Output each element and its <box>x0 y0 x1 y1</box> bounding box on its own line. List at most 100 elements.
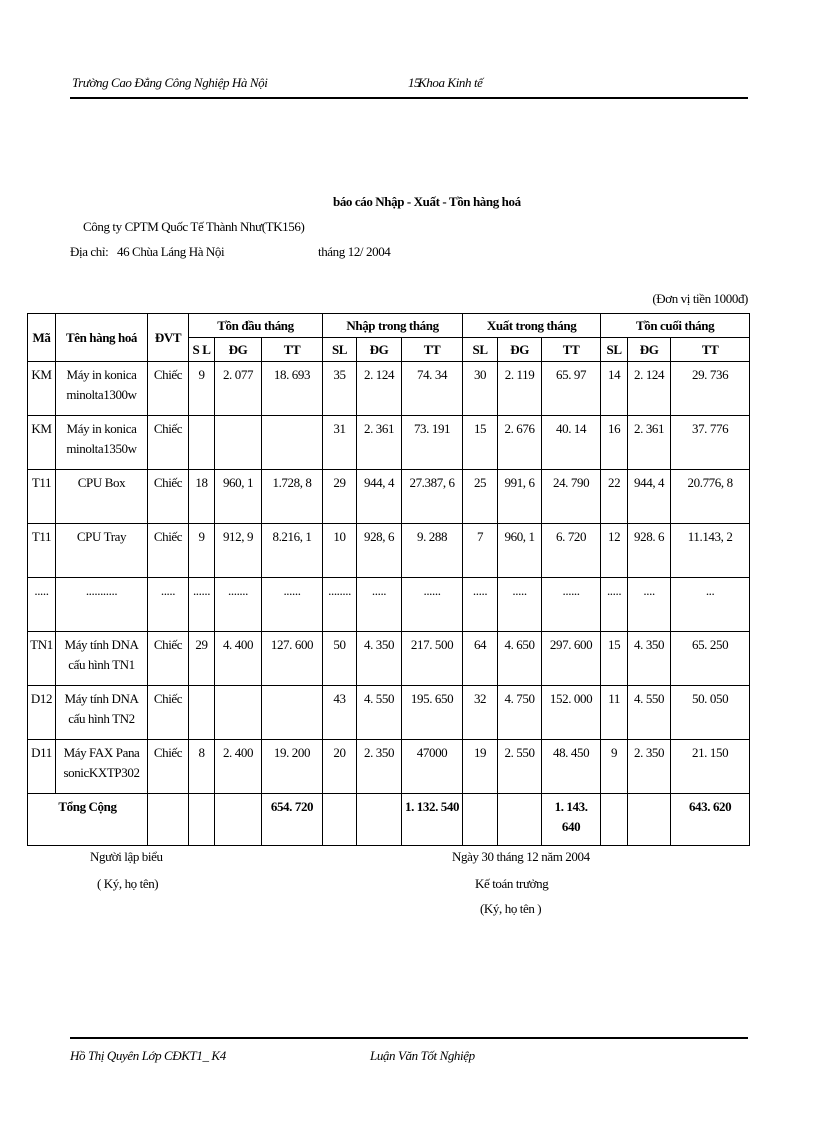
cell: 65. 97 <box>541 361 602 416</box>
cell: D11 <box>27 739 56 794</box>
cell: 2. 676 <box>497 415 543 470</box>
cell: 29 <box>322 469 358 524</box>
cell: Máy in konica minolta1350w <box>55 415 148 470</box>
cell: 29. 736 <box>670 361 751 416</box>
cell: ..... <box>462 577 499 632</box>
cell: 2. 361 <box>627 415 672 470</box>
accountant-note: (Ký, họ tên ) <box>480 901 542 916</box>
cell: Chiếc <box>147 469 189 524</box>
cell: 35 <box>322 361 358 416</box>
footer-thesis: Luận Văn Tốt Nghiệp <box>370 1048 475 1063</box>
cell: 50. 050 <box>670 685 751 740</box>
data-row: TN1 Máy tính DNA cấu hình TN1 Chiếc 29 4. 40… <box>27 631 751 686</box>
header-row: Mã Tên hàng hoá ĐVT Tồn đầu tháng Nhập trong… <box>27 313 751 362</box>
cell: Máy tính DNA cấu hình TN2 <box>55 685 148 740</box>
page-number: 15 <box>408 75 421 90</box>
total-cell <box>497 793 543 846</box>
subcolumn-header: ĐG <box>497 337 543 362</box>
cell: 7 <box>462 523 499 578</box>
cell: 32 <box>462 685 499 740</box>
header-rule <box>70 97 748 99</box>
cell: TN1 <box>27 631 56 686</box>
cell: ...... <box>401 577 464 632</box>
footer-author: Hồ Thị Quyên Lớp CĐKT1_ K4 <box>70 1048 226 1063</box>
header-row: S L ĐG TT SL ĐG TT SL ĐG TT SL ĐG TT <box>28 337 751 362</box>
cell: 27.387, 6 <box>401 469 464 524</box>
cell: 1.728, 8 <box>260 469 324 524</box>
cell: 25 <box>462 469 499 524</box>
footer-rule <box>70 1037 748 1039</box>
cell: 50 <box>322 631 358 686</box>
cell: 29 <box>188 631 215 686</box>
subcolumn-header: SL <box>600 337 629 362</box>
company: Công ty CPTM Quốc Tế Thành Như(TK156) <box>83 219 305 234</box>
cell: KM <box>27 415 56 470</box>
period: tháng 12/ 2004 <box>318 244 391 259</box>
cell: 2. 361 <box>356 415 403 470</box>
cell: ........... <box>55 577 148 632</box>
cell: 8 <box>188 739 215 794</box>
cell: Chiếc <box>147 685 189 740</box>
cell: Máy in konica minolta1300w <box>55 361 148 416</box>
cell: ........ <box>322 577 358 632</box>
cell: Máy FAX Pana sonicKXTP302 <box>55 739 148 794</box>
cell: 960, 1 <box>214 469 262 524</box>
cell: Chiếc <box>147 361 189 416</box>
subcolumn-header: ĐG <box>627 337 672 362</box>
cell: 991, 6 <box>497 469 543 524</box>
cell: .... <box>627 577 672 632</box>
total-cell: 654. 720 <box>260 793 324 846</box>
subcolumn-header: TT <box>260 337 324 362</box>
cell: 297. 600 <box>541 631 602 686</box>
cell: 18. 693 <box>260 361 324 416</box>
cell <box>214 685 262 740</box>
column-header: Mã <box>27 313 56 362</box>
cell: CPU Tray <box>55 523 148 578</box>
cell: 4. 350 <box>356 631 403 686</box>
cell: 4. 400 <box>214 631 262 686</box>
cell: Chiếc <box>147 739 189 794</box>
group-header: Tồn cuối tháng <box>600 313 751 338</box>
cell: 15 <box>600 631 629 686</box>
subcolumn-header: SL <box>462 337 499 362</box>
cell: 14 <box>600 361 629 416</box>
subcolumn-header: TT <box>401 337 464 362</box>
cell: 127. 600 <box>260 631 324 686</box>
cell: 944, 4 <box>627 469 672 524</box>
cell: ...... <box>188 577 215 632</box>
cell: 24. 790 <box>541 469 602 524</box>
total-cell: 1. 143. 640 <box>541 793 602 846</box>
cell: 74. 34 <box>401 361 464 416</box>
cell: 21. 150 <box>670 739 751 794</box>
cell: 2. 350 <box>356 739 403 794</box>
cell: ...... <box>260 577 324 632</box>
cell: 30 <box>462 361 499 416</box>
total-cell <box>600 793 629 846</box>
cell: 64 <box>462 631 499 686</box>
total-cell: 643. 620 <box>670 793 751 846</box>
sign-date: Ngày 30 tháng 12 năm 2004 <box>452 849 590 864</box>
cell: ..... <box>27 577 56 632</box>
cell: 19 <box>462 739 499 794</box>
report-title: báo cáo Nhập - Xuất - Tồn hàng hoá <box>333 194 521 209</box>
cell: 960, 1 <box>497 523 543 578</box>
cell: Chiếc <box>147 631 189 686</box>
data-row: KM Máy in konica minolta1300w Chiếc 9 2. 077… <box>27 361 751 416</box>
cell: Chiếc <box>147 415 189 470</box>
cell: 43 <box>322 685 358 740</box>
cell: ...... <box>541 577 602 632</box>
cell: 4. 350 <box>627 631 672 686</box>
address-label: Địa chỉ: <box>70 244 109 259</box>
cell: 944, 4 <box>356 469 403 524</box>
cell: T11 <box>27 469 56 524</box>
cell: 152. 000 <box>541 685 602 740</box>
cell: 4. 550 <box>356 685 403 740</box>
cell: 9 <box>188 523 215 578</box>
total-cell <box>356 793 403 846</box>
cell: 73. 191 <box>401 415 464 470</box>
cell: 47000 <box>401 739 464 794</box>
total-row: Tổng Cộng 654. 720 1. 132. 540 1. 143. 640 6… <box>27 793 751 846</box>
cell: 37. 776 <box>670 415 751 470</box>
data-row: D12 Máy tính DNA cấu hình TN2 Chiếc 43 4. 55… <box>27 685 751 740</box>
